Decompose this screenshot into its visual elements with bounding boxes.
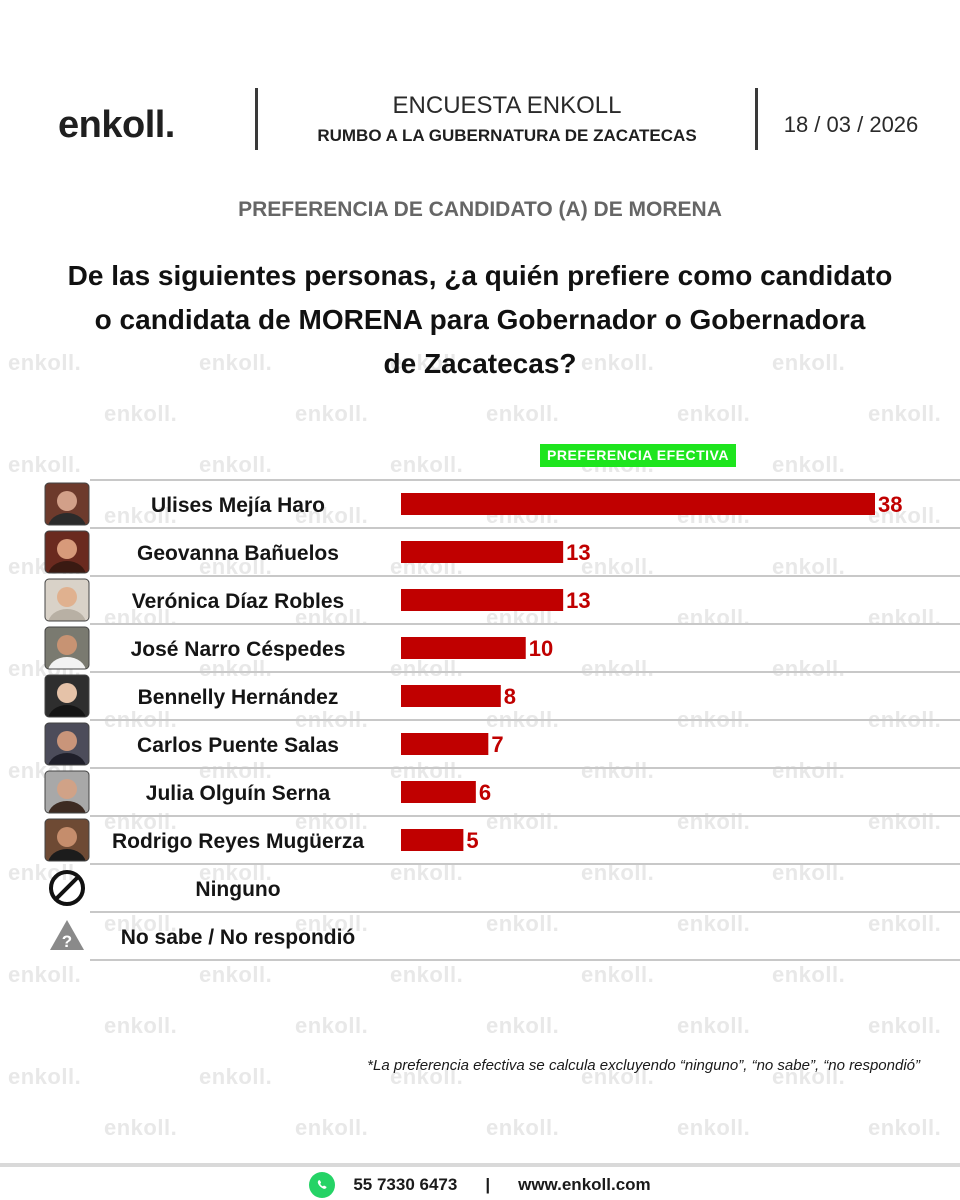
whatsapp-icon (309, 1172, 336, 1198)
value-label: 38 (878, 492, 902, 517)
watermark-text: enkoll. (677, 1013, 751, 1038)
candidate-avatar (45, 483, 89, 525)
avatar-frame (44, 530, 90, 574)
footer-separator: | (485, 1175, 491, 1194)
value-label: 13 (566, 588, 590, 613)
candidate-label: Verónica Díaz Robles (132, 590, 344, 613)
preference-bar (401, 733, 489, 755)
candidate-label: Rodrigo Reyes Mugüerza (112, 830, 364, 853)
survey-subtitle: RUMBO A LA GUBERNATURA DE ZACATECAS (317, 126, 697, 145)
preference-bar (401, 493, 875, 515)
header-divider-right (755, 88, 758, 150)
value-label: 8 (504, 684, 516, 709)
candidate-avatar (45, 771, 89, 813)
candidate-avatar (45, 579, 89, 621)
footnote: *La preferencia efectiva se calcula excl… (367, 1057, 920, 1074)
prohibited-icon (49, 870, 85, 906)
watermark-text: enkoll. (8, 1064, 82, 1089)
question-warning-icon: ? (50, 920, 84, 951)
watermark-text: enkoll. (295, 1115, 369, 1140)
watermark-text: enkoll. (486, 1013, 560, 1038)
question-line-1: De las siguientes personas, ¿a quién pre… (67, 260, 893, 291)
preference-bar (401, 685, 501, 707)
avatar-frame (44, 626, 90, 670)
candidate-label: No sabe / No respondió (121, 926, 356, 949)
survey-date: 18 / 03 / 2026 (783, 112, 919, 137)
candidate-label: Carlos Puente Salas (137, 734, 339, 757)
avatar-frame (44, 770, 90, 814)
watermark-text: enkoll. (677, 1115, 751, 1140)
watermark-text: enkoll. (868, 1115, 942, 1140)
preference-bar-chart: Ulises Mejía Haro 38 Geovanna Bañuelos 13 Ve… (44, 479, 960, 961)
value-label: 10 (529, 636, 553, 661)
candidate-avatar (45, 723, 89, 765)
avatar-frame (44, 482, 90, 526)
avatar-frame (44, 818, 90, 862)
section-title: PREFERENCIA DE CANDIDATO (A) DE MORENA (238, 198, 722, 221)
candidate-label: Geovanna Bañuelos (137, 542, 339, 565)
survey-title: ENCUESTA ENKOLL (392, 92, 622, 119)
footer-phone: 55 7330 6473 (353, 1175, 458, 1194)
watermark-text: enkoll. (199, 1064, 273, 1089)
header-divider-left (255, 88, 258, 150)
value-label: 7 (491, 732, 503, 757)
value-label: 5 (466, 828, 478, 853)
avatar-frame (44, 722, 90, 766)
preference-bar (401, 589, 564, 611)
footer: 55 7330 6473 | www.enkoll.com (0, 1170, 960, 1200)
preference-bar (401, 781, 476, 803)
footer-website[interactable]: www.enkoll.com (518, 1175, 651, 1194)
question-line-2: o candidata de MORENA para Gobernador o … (94, 304, 866, 335)
preference-bar (401, 637, 526, 659)
candidate-label: Ulises Mejía Haro (151, 494, 325, 517)
enkoll-logo: enkoll. (58, 104, 175, 146)
value-label: 6 (479, 780, 491, 805)
effective-preference-badge: PREFERENCIA EFECTIVA (540, 444, 736, 467)
avatar-frame (44, 578, 90, 622)
value-label: 13 (566, 540, 590, 565)
svg-text:?: ? (62, 932, 72, 951)
candidate-avatar (45, 675, 89, 717)
candidate-label: Ninguno (195, 878, 280, 901)
candidate-avatar (45, 531, 89, 573)
watermark-text: enkoll. (486, 1115, 560, 1140)
question-line-3: de Zacatecas? (383, 348, 577, 379)
watermark-text: enkoll. (104, 1115, 178, 1140)
watermark-text: enkoll. (104, 1013, 178, 1038)
watermark-text: enkoll. (295, 1013, 369, 1038)
candidate-label: Bennelly Hernández (138, 686, 339, 709)
avatar-frame (44, 674, 90, 718)
candidate-avatar (45, 819, 89, 861)
preference-bar (401, 829, 464, 851)
survey-question: De las siguientes personas, ¿a quién pre… (20, 254, 940, 386)
preference-bar (401, 541, 564, 563)
watermark-text: enkoll. (868, 1013, 942, 1038)
candidate-label: José Narro Céspedes (131, 638, 346, 661)
candidate-label: Julia Olguín Serna (146, 782, 331, 805)
footer-divider (0, 1163, 960, 1167)
candidate-avatar (45, 627, 89, 669)
